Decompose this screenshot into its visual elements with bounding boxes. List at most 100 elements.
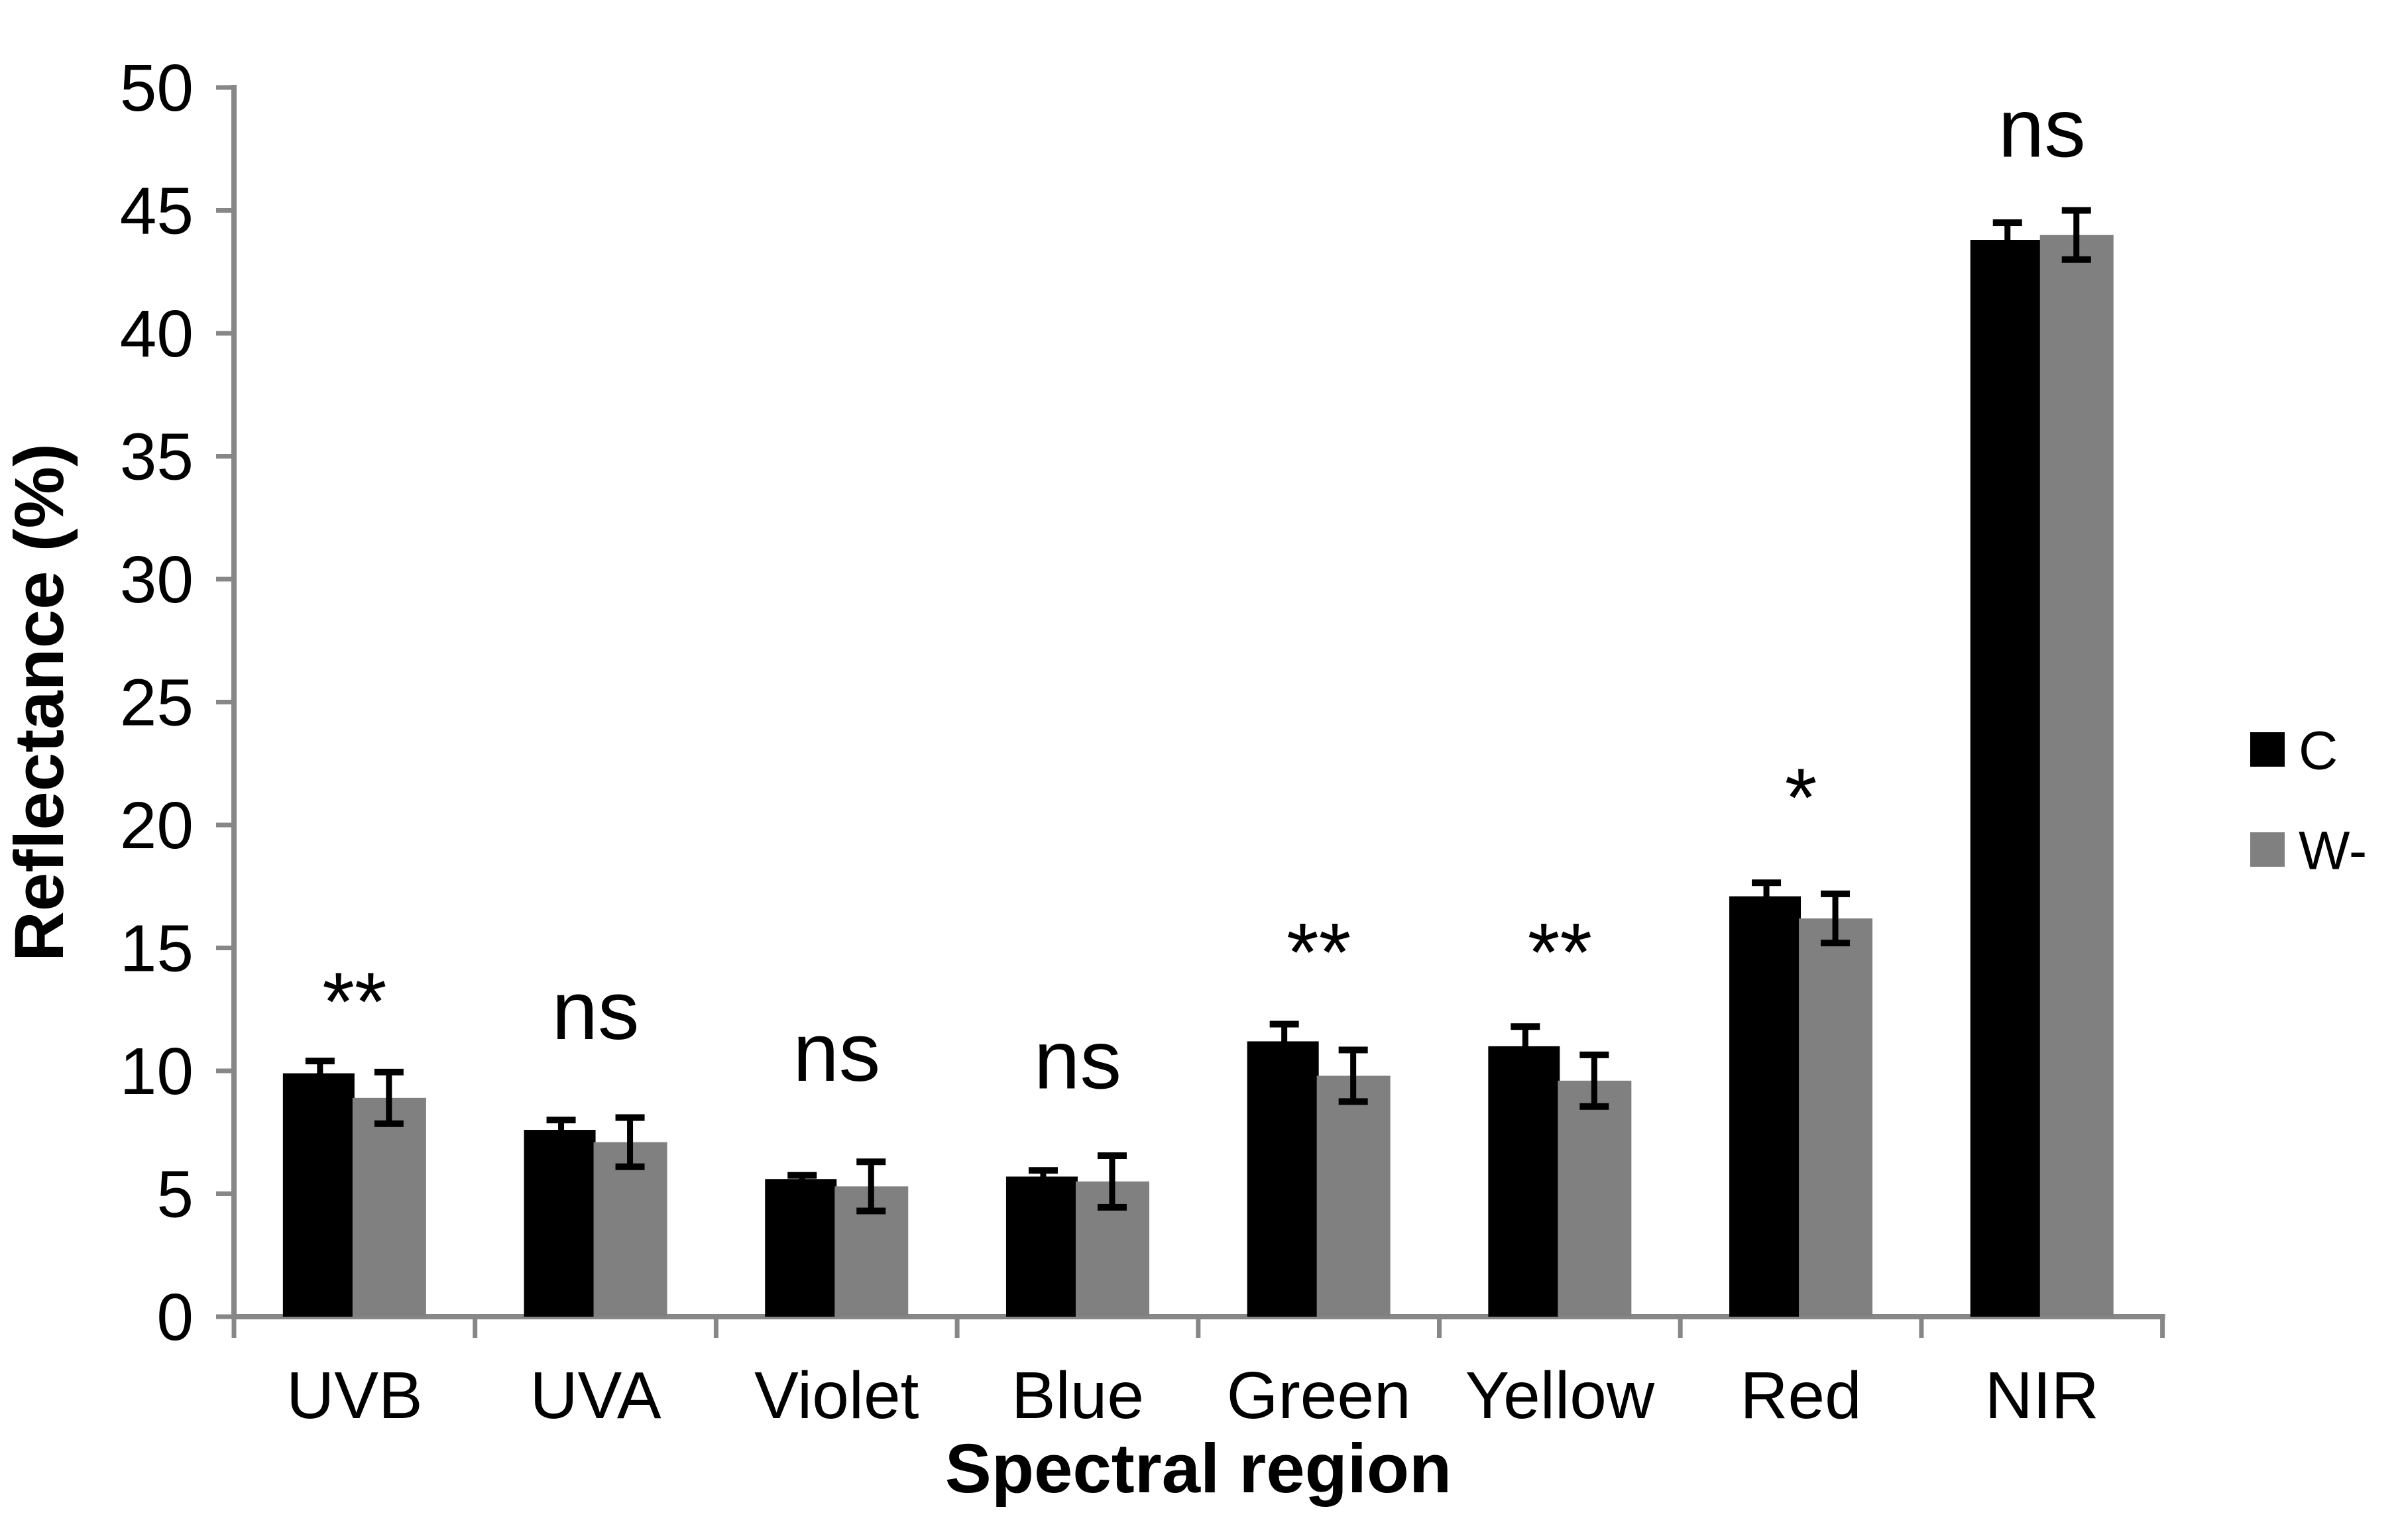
error-bar-uvb-c-cap-top [305,1058,335,1065]
bar-violet-c [765,1179,837,1317]
bar-red-w [1799,918,1873,1317]
error-bar-uvb-c-cap-bottom [305,1082,335,1089]
bar-uvb-w [352,1097,426,1317]
legend-swatch-w [2250,832,2285,867]
error-bar-red-w-cap-bottom [1821,940,1851,947]
error-bar-green-w-cap-bottom [1338,1098,1368,1105]
x-axis-tick [954,1317,960,1338]
error-bar-nir-w-cap-bottom [2061,256,2091,263]
error-bar-nir-w [2073,210,2080,260]
x-axis-tick [1678,1317,1683,1338]
y-axis-tick [216,208,234,213]
error-bar-blue-w-cap-top [1097,1152,1127,1159]
error-bar-green-c-cap-bottom [1269,1055,1299,1062]
y-axis-tick [216,1314,234,1319]
x-axis-category-label: Green [1227,1358,1411,1433]
error-bar-green-w [1350,1050,1357,1102]
bar-nir-c [1970,240,2042,1317]
y-axis-tick-label: 45 [120,174,194,248]
error-bar-uvb-w [386,1072,392,1124]
x-axis-tick [231,1317,237,1338]
bar-blue-c [1005,1176,1078,1317]
bar-green-c [1247,1041,1319,1317]
bar-yellow-w [1558,1080,1632,1317]
error-bar-yellow-c-cap-top [1511,1023,1540,1030]
error-bar-violet-w-cap-bottom [856,1207,886,1215]
error-bar-yellow-w [1591,1054,1597,1107]
y-axis-tick-label: 30 [120,543,194,617]
y-axis-tick [216,946,234,950]
error-bar-blue-c-cap-top [1028,1167,1058,1174]
significance-label-nir: ns [1998,82,2086,174]
error-bar-uva-w [627,1117,634,1167]
x-axis-category-label: Yellow [1465,1358,1655,1433]
error-bar-violet-w [868,1162,874,1211]
error-bar-uva-w-cap-bottom [615,1163,645,1170]
error-bar-nir-w-cap-top [2061,207,2091,214]
significance-label-uva: ns [552,965,640,1057]
x-axis-category-label: Violet [754,1358,919,1433]
y-axis-title: Reflectance (%) [1,443,78,962]
bar-uva-c [524,1130,596,1317]
error-bar-blue-w [1109,1155,1115,1207]
y-axis-tick-label: 0 [156,1280,194,1354]
error-bar-nir-c-cap-bottom [1992,253,2022,260]
x-axis-tick [1919,1317,1924,1338]
error-bar-yellow-c [1522,1026,1528,1066]
x-axis-title: Spectral region [945,1430,1452,1508]
x-axis-line [231,1314,2165,1319]
x-axis-tick [2160,1317,2165,1338]
y-axis-tick [216,331,234,336]
significance-label-yellow: ** [1528,907,1592,999]
y-axis-tick-label: 25 [120,666,194,740]
y-axis-tick [216,85,234,90]
y-axis-tick-label: 35 [120,420,194,494]
error-bar-uvb-w-cap-bottom [374,1120,404,1127]
x-axis-category-label: UVA [530,1358,661,1433]
significance-label-red: * [1785,752,1817,844]
error-bar-uvb-w-cap-top [374,1068,404,1075]
legend-label-c: C [2299,721,2338,781]
y-axis-tick-label: 20 [120,789,194,863]
legend-label-w: W- [2299,821,2367,881]
error-bar-blue-c-cap-bottom [1028,1179,1058,1186]
error-bar-uva-c-cap-top [546,1117,576,1124]
y-axis-tick-label: 40 [120,297,194,371]
error-bar-red-c-cap-top [1752,879,1782,887]
error-bar-blue-w-cap-bottom [1097,1203,1127,1211]
error-bar-yellow-c-cap-bottom [1511,1062,1540,1070]
y-axis-tick [216,1068,234,1073]
error-bar-green-c-cap-top [1269,1020,1299,1028]
x-axis-tick [1437,1317,1442,1338]
error-bar-uva-c [558,1120,565,1140]
error-bar-uva-c-cap-bottom [546,1136,576,1143]
y-axis-tick [216,1191,234,1196]
error-bar-violet-c [799,1175,805,1183]
error-bar-nir-c [2004,223,2011,257]
error-bar-green-w-cap-top [1338,1046,1368,1054]
x-axis-category-label: NIR [1985,1358,2099,1433]
y-axis-tick-label: 10 [120,1034,194,1109]
x-axis-category-label: UVB [286,1358,423,1433]
y-axis-tick [216,577,234,582]
y-axis-tick-label: 50 [120,51,194,125]
bar-green-w [1316,1075,1391,1317]
error-bar-violet-c-cap-bottom [787,1179,817,1186]
error-bar-violet-c-cap-top [787,1172,817,1179]
x-axis-category-label: Blue [1011,1358,1144,1433]
y-axis-tick [216,700,234,704]
significance-label-uvb: ** [322,956,386,1048]
y-axis-tick-label: 5 [156,1158,194,1232]
error-bar-uva-w-cap-top [615,1114,645,1121]
y-axis-line [231,85,237,1319]
error-bar-red-w [1832,893,1839,944]
error-bar-yellow-w-cap-bottom [1579,1103,1609,1110]
error-bar-green-c [1281,1024,1288,1059]
error-bar-violet-w-cap-top [856,1158,886,1166]
bar-red-c [1729,896,1802,1317]
error-bar-yellow-w-cap-top [1579,1051,1609,1058]
x-axis-tick [713,1317,718,1338]
x-axis-category-label: Red [1740,1358,1861,1433]
